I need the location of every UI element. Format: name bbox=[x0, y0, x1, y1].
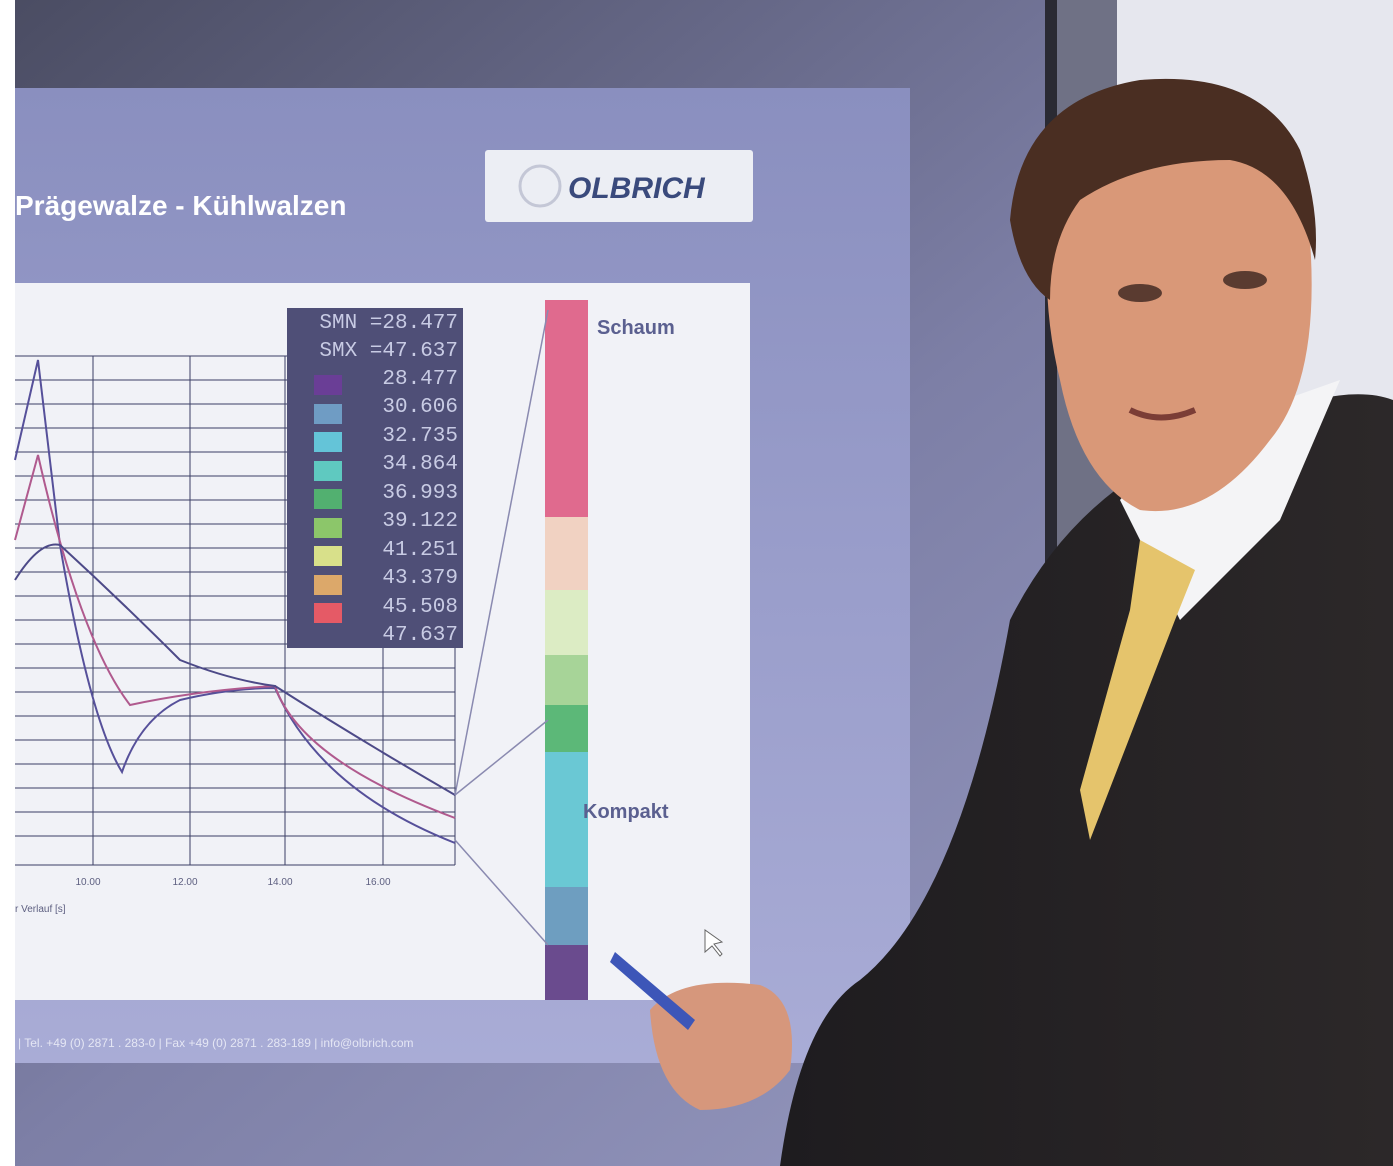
footer: | Tel. +49 (0) 2871 . 283-0 | Fax +49 (0… bbox=[18, 1036, 414, 1050]
legend-level: 45.508 bbox=[382, 596, 458, 619]
bar-label: Schaum bbox=[597, 317, 675, 339]
presenter bbox=[610, 78, 1393, 1166]
legend-swatches bbox=[314, 375, 342, 623]
legend-level: 47.637 bbox=[382, 624, 458, 647]
mouse-cursor bbox=[704, 929, 724, 957]
legend-level: 36.993 bbox=[382, 482, 458, 505]
legend-level: 39.122 bbox=[382, 510, 458, 533]
legend-smn: SMN =28.477 bbox=[319, 312, 458, 335]
logo-icon bbox=[518, 164, 562, 208]
legend-level: 43.379 bbox=[382, 567, 458, 590]
color-bar bbox=[545, 300, 588, 1000]
x-tick-label: 14.00 bbox=[267, 877, 292, 888]
x-axis-label: r Verlauf [s] bbox=[15, 904, 66, 915]
logo-box bbox=[485, 150, 753, 222]
legend-smx: SMX =47.637 bbox=[319, 340, 458, 363]
legend-texts: SMN =28.477 SMX =47.637 28.477 30.606 32… bbox=[319, 312, 458, 647]
connector-lines bbox=[454, 309, 549, 946]
border bbox=[0, 0, 15, 1166]
legend-level: 28.477 bbox=[382, 368, 458, 391]
x-tick-label: 12.00 bbox=[172, 877, 197, 888]
slide-title: Prägewalze - Kühlwalzen bbox=[15, 190, 346, 221]
bar-label: Kompakt bbox=[583, 801, 669, 823]
legend-level: 30.606 bbox=[382, 396, 458, 419]
legend-level: 32.735 bbox=[382, 425, 458, 448]
chart-curves bbox=[14, 359, 456, 844]
legend-level: 41.251 bbox=[382, 539, 458, 562]
x-tick-label: 10.00 bbox=[75, 877, 100, 888]
x-tick-label: 16.00 bbox=[365, 877, 390, 888]
legend-level: 34.864 bbox=[382, 453, 458, 476]
logo: OLBRICH bbox=[568, 172, 706, 205]
